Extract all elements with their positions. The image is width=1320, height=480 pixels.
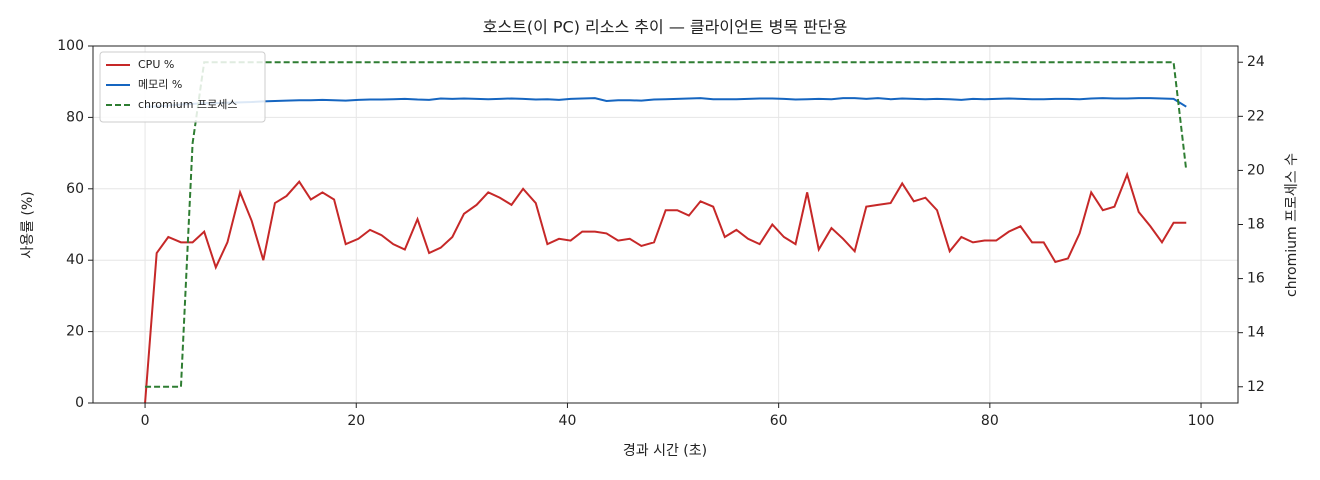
y-tick-label: 80 (66, 109, 84, 125)
y2-tick-label: 22 (1247, 108, 1265, 124)
y-tick-label: 20 (66, 324, 84, 340)
legend-label: CPU % (138, 58, 174, 71)
y-tick-label: 40 (66, 252, 84, 268)
y-tick-label: 60 (66, 181, 84, 197)
y2-tick-label: 14 (1247, 325, 1265, 341)
x-tick-label: 100 (1188, 413, 1215, 429)
x-tick-label: 40 (559, 413, 577, 429)
y2-tick-label: 24 (1247, 54, 1265, 70)
x-tick-label: 20 (347, 413, 365, 429)
y-tick-label: 100 (57, 38, 84, 54)
data-line (144, 171, 1187, 404)
x-axis-label: 경과 시간 (초) (623, 443, 707, 459)
legend-box (99, 51, 266, 123)
legend-label: chromium 프로세스 (138, 98, 237, 111)
y2-tick-label: 16 (1247, 271, 1265, 287)
y-tick-label: 0 (75, 395, 84, 411)
x-tick-label: 0 (141, 413, 150, 429)
y2-tick-label: 12 (1247, 379, 1265, 395)
y2-tick-label: 18 (1247, 217, 1265, 233)
chart-title: 호스트(이 PC) 리소스 추이 — 클라이언트 병목 판단용 (483, 18, 848, 37)
legend: CPU % 메모리 % chromium 프로세스 (99, 51, 266, 123)
y-axis-label: 사용률 (%) (20, 191, 36, 258)
data-line (145, 97, 1187, 108)
x-tick-label: 80 (981, 413, 999, 429)
y2-tick-label: 20 (1247, 162, 1265, 178)
x-tick-label: 60 (770, 413, 788, 429)
data-line (145, 61, 1188, 388)
y2-axis-label: chromium 프로세스 수 (1284, 153, 1300, 297)
legend-label: 메모리 % (138, 78, 182, 91)
plot-frame (92, 45, 1239, 404)
